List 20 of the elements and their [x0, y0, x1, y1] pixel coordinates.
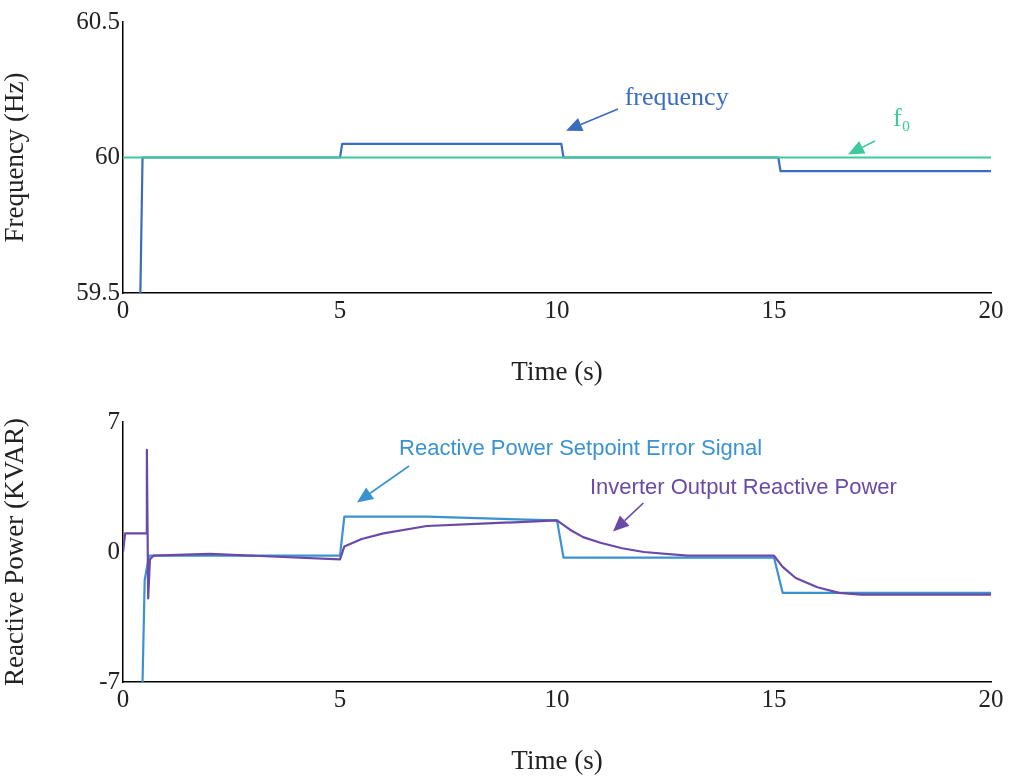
y-axis-title: Frequency (Hz) — [0, 72, 30, 243]
x-axis-title: Time (s) — [511, 744, 603, 775]
x-tick-label: 10 — [544, 295, 570, 323]
series-label: Inverter Output Reactive Power — [589, 474, 897, 500]
series-label: frequency — [624, 81, 729, 111]
series-label: f₀ — [892, 103, 911, 133]
text: Reactive Power Setpoint Error Signal — [399, 435, 763, 461]
y-axis-title: Reactive Power (KVAR) — [0, 418, 30, 686]
y-tick-label: 7 — [107, 406, 120, 434]
x-tick-label: 5 — [333, 684, 347, 712]
y-tick-label: 0 — [107, 536, 120, 564]
y-tick-label: 60 — [95, 142, 120, 170]
x-tick-label: 15 — [761, 684, 787, 712]
x-axis-title: Time (s) — [511, 355, 603, 386]
x-tick-label: 15 — [761, 295, 787, 323]
x-tick-label: 20 — [978, 295, 1004, 323]
x-tick-label: 20 — [978, 684, 1004, 712]
y-tick-label: 60.5 — [76, 6, 120, 34]
x-tick-label: 5 — [333, 295, 347, 323]
x-tick-label: 10 — [544, 684, 570, 712]
